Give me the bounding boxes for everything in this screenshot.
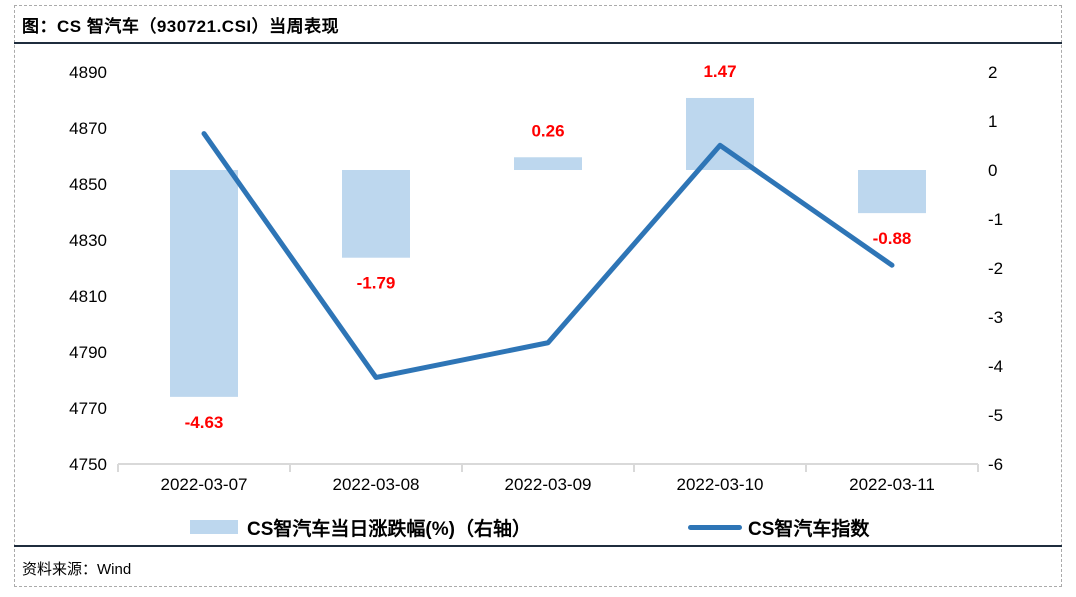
source-value: Wind	[97, 561, 132, 578]
y-axis-right-tick-label: -5	[988, 406, 1003, 425]
bar-value-label: 1.47	[703, 62, 736, 81]
y-axis-left-tick-label: 4790	[69, 343, 107, 362]
y-axis-left-tick-label: 4850	[69, 175, 107, 194]
y-axis-left-tick-label: 4810	[69, 287, 107, 306]
legend-item-line-series: CS智汽车指数	[688, 512, 869, 542]
y-axis-left-tick-label: 4750	[69, 455, 107, 474]
y-axis-left-tick-label: 4830	[69, 231, 107, 250]
bar-value-label: -1.79	[357, 274, 396, 293]
source-divider	[14, 545, 1062, 547]
chart-legend: CS智汽车当日涨跌幅(%)（右轴） CS智汽车指数	[0, 512, 1076, 544]
y-axis-right-tick-label: 2	[988, 63, 997, 82]
source-line: 资料来源：Wind	[22, 558, 131, 579]
y-axis-right-tick-label: -4	[988, 357, 1003, 376]
bar-value-label: -4.63	[185, 413, 224, 432]
legend-item-bar-series: CS智汽车当日涨跌幅(%)（右轴）	[190, 512, 531, 542]
daily-change-bar	[170, 170, 238, 397]
bar-value-label: 0.26	[531, 121, 564, 140]
y-axis-left-tick-label: 4870	[69, 119, 107, 138]
legend-line-label: CS智汽车指数	[748, 518, 870, 540]
index-line	[201, 131, 895, 380]
y-axis-right-tick-label: -1	[988, 210, 1003, 229]
title-divider	[14, 42, 1062, 44]
source-label: 资料来源：	[22, 561, 98, 578]
page-title: 图：CS 智汽车（930721.CSI）当周表现	[22, 17, 340, 36]
x-axis-category-label: 2022-03-08	[333, 475, 420, 494]
y-axis-right-tick-label: -2	[988, 259, 1003, 278]
daily-change-bar	[342, 170, 410, 258]
daily-change-bar	[858, 170, 926, 214]
bar-swatch-icon	[190, 520, 238, 534]
y-axis-right-tick-label: -6	[988, 455, 1003, 474]
y-axis-left-tick-label: 4890	[69, 63, 107, 82]
y-axis-right-tick-label: 1	[988, 112, 997, 131]
daily-change-bar	[514, 157, 582, 170]
x-axis-category-label: 2022-03-11	[849, 475, 935, 494]
x-axis-category-label: 2022-03-07	[161, 475, 248, 494]
daily-change-bar	[686, 97, 754, 170]
y-axis-right-tick-label: 0	[988, 161, 997, 180]
legend-bar-label: CS智汽车当日涨跌幅(%)（右轴）	[247, 518, 531, 540]
line-swatch-icon	[688, 524, 742, 530]
x-axis-category-label: 2022-03-09	[505, 475, 592, 494]
y-axis-left-tick-label: 4770	[69, 399, 107, 418]
bar-value-label: -0.88	[873, 229, 912, 248]
y-axis-right-tick-label: -3	[988, 308, 1003, 327]
x-axis-category-label: 2022-03-10	[677, 475, 764, 494]
